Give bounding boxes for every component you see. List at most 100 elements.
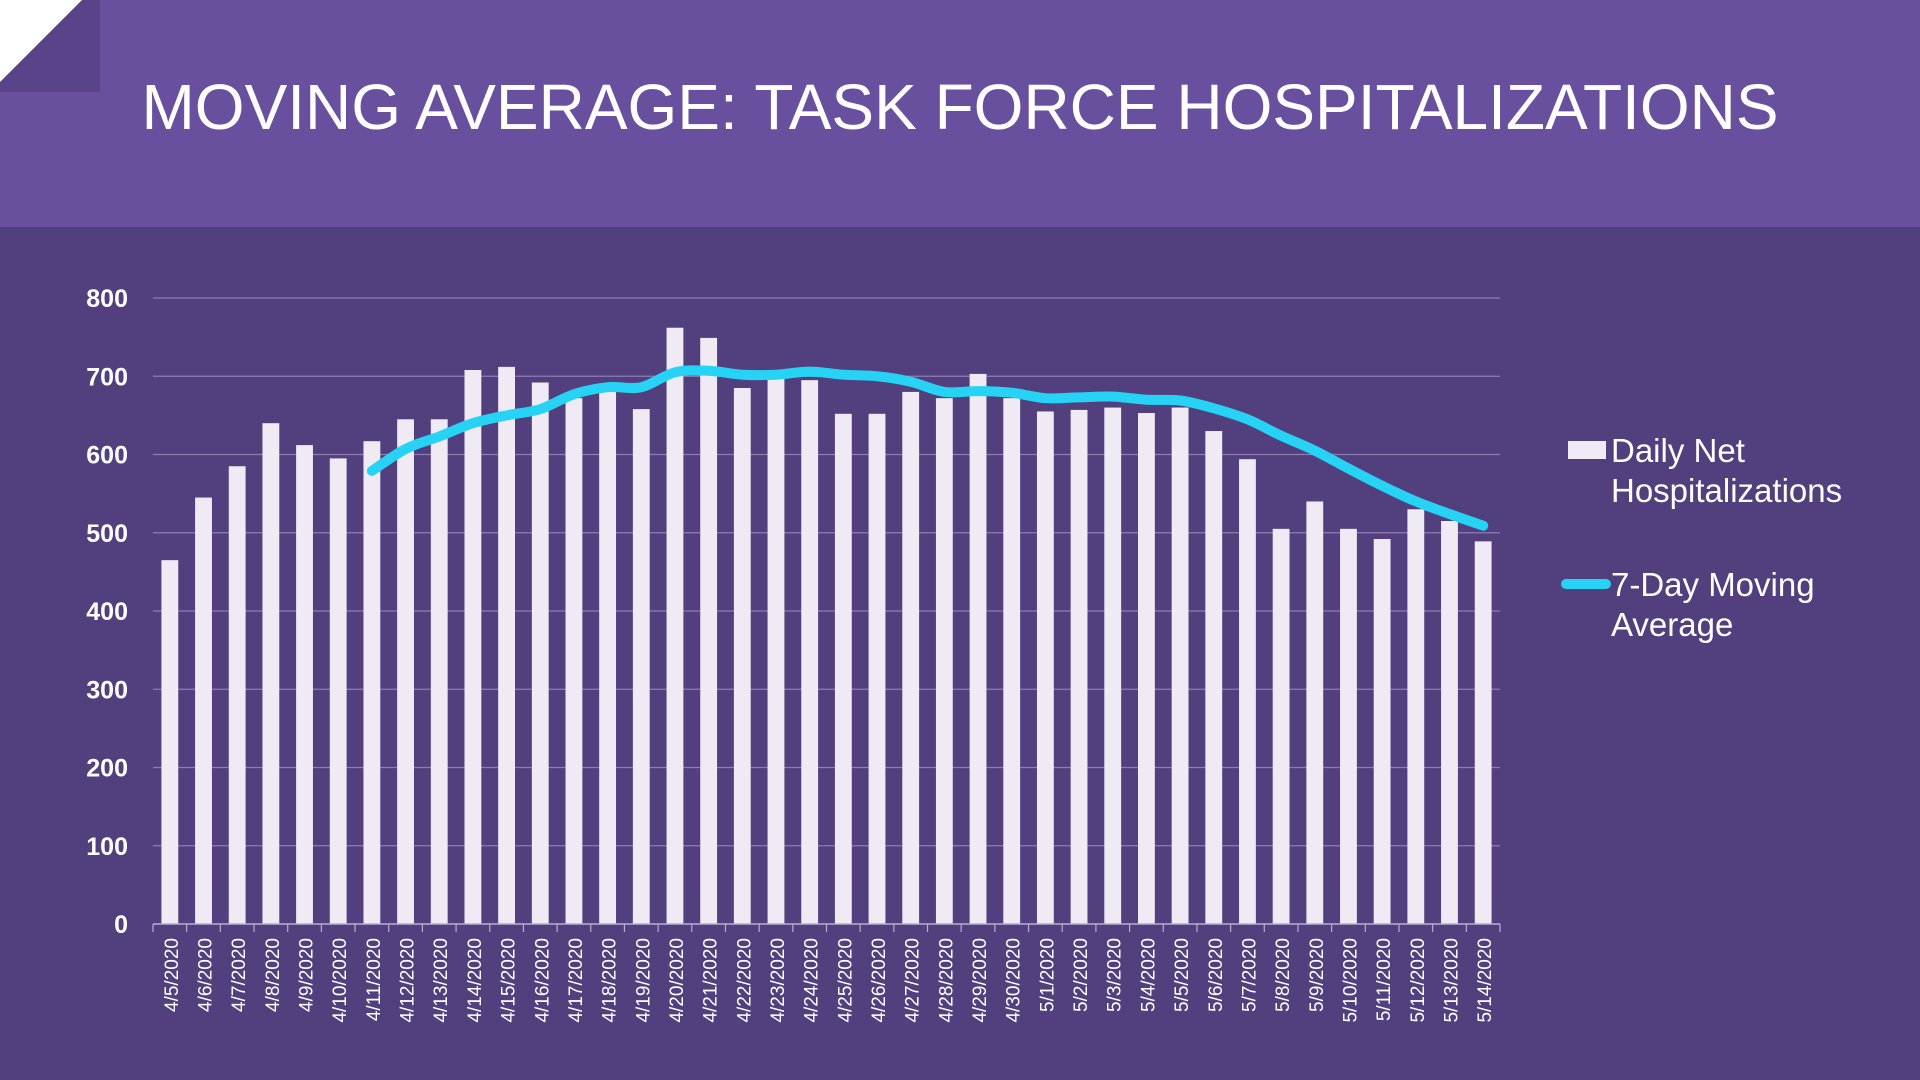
bar [397,419,414,924]
slide-title: MOVING AVERAGE: TASK FORCE HOSPITALIZATI… [141,71,1779,143]
x-tick-label: 5/11/2020 [1374,938,1395,1021]
bar [1441,521,1458,924]
x-tick-label: 5/8/2020 [1273,938,1294,1012]
bar [498,366,516,924]
x-axis-ticks: 4/5/2020 4/6/2020 4/7/2020 4/8/2020 4/9/2020… [162,938,1496,1023]
bar [1003,398,1021,924]
y-tick-label: 500 [86,520,128,548]
x-tick-label: 5/14/2020 [1475,938,1496,1023]
x-tick-label: 4/14/2020 [465,938,486,1023]
y-tick-label: 100 [86,833,128,861]
bar [262,423,280,924]
x-tick-label: 4/16/2020 [532,938,553,1023]
x-tick-label: 4/17/2020 [566,938,587,1023]
y-tick-label: 300 [86,676,128,704]
x-tick-label: 4/13/2020 [431,938,452,1023]
x-tick-label: 4/29/2020 [970,938,991,1023]
x-tick-label: 4/10/2020 [330,938,351,1023]
x-tick-label: 4/25/2020 [835,938,856,1023]
bar [1340,528,1357,924]
bar [1373,539,1391,924]
bar [1036,411,1054,924]
x-tick-label: 4/21/2020 [701,938,722,1023]
x-tick-label: 5/7/2020 [1239,938,1260,1012]
bar [531,382,549,924]
bar [1137,413,1155,924]
legend-swatch-bar [1568,441,1606,459]
y-tick-label: 800 [86,285,128,313]
x-tick-label: 4/28/2020 [936,938,957,1023]
bar [1171,407,1189,924]
bar [935,398,953,924]
legend: Daily Net Hospitalizations 7-Day Moving … [1561,432,1842,643]
bar [363,441,381,924]
legend-label-line: 7-Day Moving Average [1611,566,1824,643]
bar [969,373,987,925]
x-tick-label: 4/15/2020 [499,938,520,1023]
x-tick-label: 5/6/2020 [1206,938,1227,1012]
title-banner [0,0,1920,227]
x-tick-label: 5/13/2020 [1441,938,1462,1023]
bar [195,497,212,924]
x-tick-label: 4/20/2020 [667,938,688,1023]
bar [565,398,583,924]
bar [430,419,448,924]
x-tick-label: 4/6/2020 [196,938,217,1012]
bar-series [161,327,1492,925]
x-tick-label: 4/26/2020 [869,938,890,1023]
y-tick-label: 200 [86,755,128,783]
x-tick-label: 5/4/2020 [1138,938,1159,1012]
bar [801,380,819,925]
bar [296,445,313,924]
bar [834,413,852,924]
bar [1306,501,1324,924]
bar [599,391,617,924]
legend-label-bar: Daily Net Hospitalizations [1611,432,1842,509]
y-tick-label: 600 [86,442,128,470]
x-tick-label: 5/10/2020 [1340,938,1361,1023]
page-curl-corner [0,0,82,82]
bar [666,327,684,924]
x-tick-label: 5/1/2020 [1037,938,1058,1012]
x-tick-label: 4/30/2020 [1004,938,1025,1023]
line-series [366,365,1489,531]
x-tick-label: 4/27/2020 [903,938,924,1023]
bar [161,560,179,924]
bar [1070,409,1088,925]
bar [1104,407,1122,924]
x-tick-label: 4/9/2020 [297,938,318,1012]
x-tick-label: 4/5/2020 [162,938,183,1012]
bar [1205,431,1223,924]
x-tick-label: 5/12/2020 [1408,938,1429,1023]
moving-average-line [366,365,1489,531]
x-axis [152,923,1501,932]
bar [464,369,482,924]
bar [902,391,920,924]
bar [1474,541,1492,924]
y-axis-ticks: 0 100 200 300 400 500 600 700 800 [86,285,128,939]
x-tick-label: 4/11/2020 [364,938,385,1021]
x-tick-label: 4/12/2020 [398,938,419,1023]
x-tick-label: 4/7/2020 [229,938,250,1012]
bar [868,413,886,924]
x-tick-label: 5/3/2020 [1105,938,1126,1012]
y-tick-label: 400 [86,598,128,626]
y-tick-label: 0 [114,911,128,939]
bar [1239,459,1256,924]
x-tick-label: 4/24/2020 [802,938,823,1023]
bar [632,409,650,924]
x-tick-label: 4/22/2020 [734,938,755,1023]
y-tick-label: 700 [86,363,128,391]
bar [733,387,751,924]
bar [228,466,246,924]
x-tick-label: 5/9/2020 [1307,938,1328,1012]
x-tick-label: 4/8/2020 [263,938,284,1012]
x-tick-label: 4/18/2020 [600,938,621,1023]
x-tick-label: 5/5/2020 [1172,938,1193,1012]
bar [329,458,347,924]
bar [767,377,785,924]
bar [1407,509,1425,924]
x-tick-label: 4/23/2020 [768,938,789,1023]
x-tick-label: 5/2/2020 [1071,938,1092,1012]
